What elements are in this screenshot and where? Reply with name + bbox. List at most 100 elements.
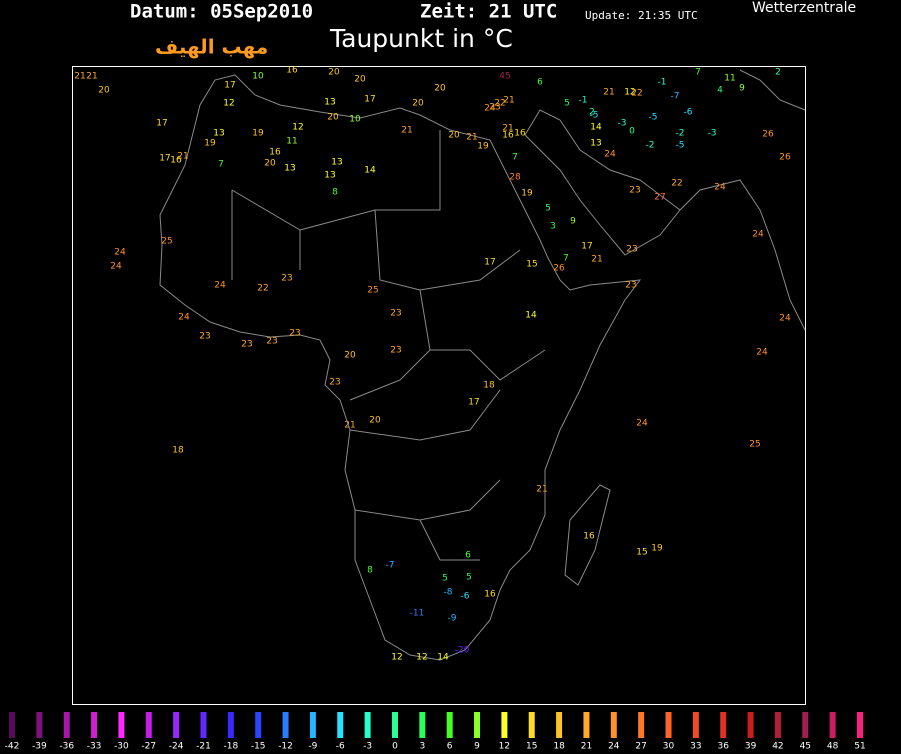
station-value: 24 xyxy=(604,150,616,160)
station-value: 14 xyxy=(437,653,449,663)
scale-swatch xyxy=(501,712,508,738)
station-value: 6 xyxy=(537,78,543,88)
station-value: -11 xyxy=(410,609,425,619)
station-value: 3 xyxy=(550,222,556,232)
update-label: Update: 21:35 UTC xyxy=(585,9,698,22)
scale-swatch xyxy=(391,712,398,738)
scale-swatch xyxy=(665,712,672,738)
scale-swatch xyxy=(9,712,15,738)
scale-swatch xyxy=(145,712,152,738)
madagascar-coast xyxy=(564,484,611,586)
station-value: 20 xyxy=(98,86,110,96)
station-value: 13 xyxy=(213,129,224,139)
scale-swatch xyxy=(446,712,453,738)
scale-label: 30 xyxy=(663,742,675,751)
station-value: 16 xyxy=(514,129,526,139)
scale-swatch xyxy=(583,712,590,738)
station-value: -3 xyxy=(618,119,627,129)
station-value: 8 xyxy=(367,566,373,576)
station-value: 19 xyxy=(651,544,663,554)
scale-label: -24 xyxy=(169,742,184,751)
station-value: -2 xyxy=(646,141,655,151)
station-value: -20 xyxy=(455,646,470,656)
scale-swatch xyxy=(91,712,98,738)
scale-swatch xyxy=(200,712,207,738)
station-value: 28 xyxy=(509,173,521,183)
station-value: 27 xyxy=(654,193,665,203)
station-value: 20 xyxy=(434,84,446,94)
station-value: 23 xyxy=(625,281,636,291)
station-value: 10 xyxy=(349,115,361,125)
scale-label: 15 xyxy=(526,742,537,751)
station-value: 23 xyxy=(199,332,210,342)
station-value: 11 xyxy=(724,74,735,84)
station-value: 26 xyxy=(553,264,565,274)
station-value: 21 xyxy=(401,126,412,136)
scale-label: 21 xyxy=(581,742,592,751)
coastlines xyxy=(159,69,806,661)
station-value: -5 xyxy=(649,113,658,123)
station-value: 21 xyxy=(603,88,614,98)
scale-label: -3 xyxy=(363,742,372,751)
station-value: 23 xyxy=(241,340,252,350)
station-value: 15 xyxy=(526,260,537,270)
scale-label: 9 xyxy=(474,742,480,751)
scale-label: -6 xyxy=(336,742,345,751)
scale-swatch xyxy=(118,712,125,738)
station-value: 24 xyxy=(756,348,768,358)
scale-swatch xyxy=(63,712,70,738)
scale-label: -39 xyxy=(32,742,47,751)
time-label: Zeit: 21 UTC xyxy=(420,1,557,23)
scale-label: 27 xyxy=(635,742,646,751)
station-value: 21 xyxy=(344,421,355,431)
station-value: 14 xyxy=(590,123,602,133)
station-value: 21 xyxy=(86,72,97,82)
station-value: 19 xyxy=(204,139,216,149)
station-value: 24 xyxy=(110,262,122,272)
scale-label: -33 xyxy=(87,742,102,751)
station-value: 7 xyxy=(563,254,569,264)
scale-label: -42 xyxy=(5,742,20,751)
station-value: 23 xyxy=(489,103,500,113)
scale-label: 12 xyxy=(499,742,510,751)
station-value: 23 xyxy=(390,346,401,356)
scale-label: -30 xyxy=(114,742,129,751)
borders xyxy=(231,130,546,561)
station-value: 7 xyxy=(218,160,224,170)
station-value: 16 xyxy=(269,148,281,158)
station-value: 16 xyxy=(286,66,298,76)
station-value: -8 xyxy=(444,588,453,598)
station-value: 16 xyxy=(583,532,595,542)
station-value: 20 xyxy=(412,99,424,109)
station-value: 24 xyxy=(484,104,496,114)
scale-label: -21 xyxy=(196,742,211,751)
station-value: 24 xyxy=(779,314,791,324)
station-value: 13 xyxy=(590,139,601,149)
station-value: 24 xyxy=(114,248,126,258)
station-value: 23 xyxy=(281,274,292,284)
scale-label: -12 xyxy=(278,742,293,751)
station-value: 23 xyxy=(289,329,300,339)
station-value: 12 xyxy=(292,123,303,133)
africa-coast xyxy=(159,74,642,661)
scale-label: 51 xyxy=(854,742,865,751)
station-value: 25 xyxy=(367,286,378,296)
station-value: 5 xyxy=(442,574,448,584)
station-value: 23 xyxy=(390,309,401,319)
scale-swatch xyxy=(774,712,781,738)
station-value: 16 xyxy=(502,131,514,141)
station-value: 24 xyxy=(214,281,226,291)
station-value: 13 xyxy=(324,98,335,108)
station-value: 23 xyxy=(629,186,640,196)
scale-label: 3 xyxy=(419,742,425,751)
station-value: 10 xyxy=(252,72,264,82)
station-value: 18 xyxy=(172,446,184,456)
map-frame xyxy=(72,66,806,705)
station-value: 9 xyxy=(570,217,576,227)
station-value: 7 xyxy=(695,68,701,78)
station-value: 7 xyxy=(512,153,518,163)
scale-swatch xyxy=(309,712,316,738)
station-value: 23 xyxy=(266,337,277,347)
arabic-logo: مهب الهيف xyxy=(155,35,268,59)
